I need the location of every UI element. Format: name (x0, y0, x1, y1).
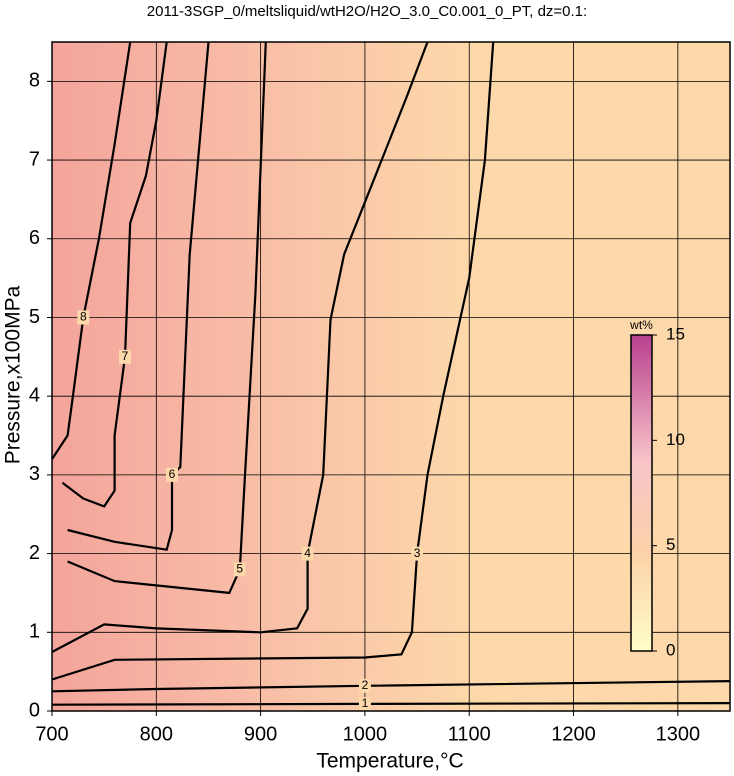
y-tick-label: 2 (29, 542, 40, 564)
contour-label: 4 (304, 546, 311, 560)
contour-label-bg (233, 562, 246, 577)
colorbar-label: wt% (629, 318, 653, 332)
plot-background (52, 42, 730, 711)
contour-label: 2 (362, 678, 369, 692)
contour-label: 8 (80, 310, 87, 324)
contour-label: 1 (362, 696, 369, 710)
chart-title: 2011-3SGP_0/meltsliquid/wtH2O/H2O_3.0_C0… (147, 3, 587, 20)
contour-label-bg (165, 467, 178, 482)
contour-line (61, 41, 168, 508)
contour-label: 7 (122, 349, 129, 363)
y-tick-label: 3 (29, 463, 40, 485)
contour-line (67, 41, 210, 551)
x-tick-label: 1100 (448, 723, 491, 745)
colorbar-tick-label: 0 (666, 640, 675, 659)
y-axis-label: Pressure,x100MPa (2, 285, 25, 464)
x-tick-label: 900 (244, 723, 277, 745)
y-tick-label: 5 (29, 306, 40, 328)
colorbar (630, 334, 653, 652)
y-tick-label: 4 (29, 384, 40, 406)
colorbar-tick-label: 15 (666, 324, 685, 343)
colorbar-tick-label: 10 (666, 430, 685, 449)
y-tick-label: 7 (29, 148, 40, 170)
x-tick-label: 1000 (343, 723, 388, 745)
contour-label: 5 (236, 562, 243, 576)
contour-label-bg (77, 310, 90, 325)
y-tick-label: 6 (29, 227, 40, 249)
y-tick-label: 0 (29, 699, 40, 721)
contour-line (51, 680, 731, 693)
contour-label-bg (358, 678, 371, 693)
contour-label: 6 (169, 467, 176, 481)
contour-label-bg (358, 696, 371, 711)
contour-label-bg (301, 546, 314, 561)
x-axis-label: Temperature,°C (316, 750, 463, 773)
colorbar-tick-label: 5 (666, 535, 675, 554)
x-tick-label: 1300 (656, 723, 701, 745)
x-tick-label: 1200 (551, 723, 596, 745)
y-tick-label: 1 (29, 621, 40, 643)
x-tick-label: 800 (140, 723, 173, 745)
contour-label: 3 (414, 546, 421, 560)
contour-label-bg (411, 546, 424, 561)
y-tick-label: 8 (29, 70, 40, 92)
x-tick-label: 700 (35, 723, 68, 745)
contour-label-bg (119, 349, 132, 364)
plot-frame (51, 41, 731, 712)
